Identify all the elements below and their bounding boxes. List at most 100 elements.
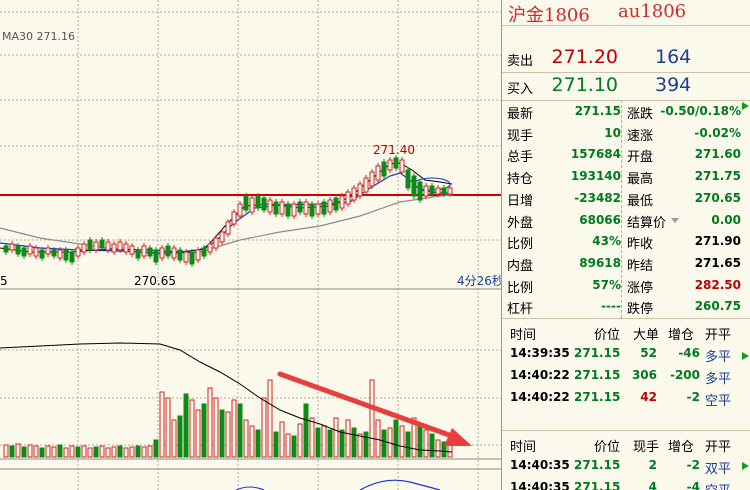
volume-bar	[27, 444, 33, 458]
volume-bar	[369, 379, 375, 458]
stat-value: 271.15	[574, 104, 621, 118]
countdown-label: 4分26秒	[457, 274, 501, 288]
stat-value: ----	[601, 299, 621, 314]
candle-body	[171, 247, 177, 259]
candle-body	[375, 165, 381, 181]
volume-bar	[345, 419, 351, 458]
candle-body	[237, 203, 243, 217]
candle-body	[141, 245, 147, 257]
candle-body	[327, 199, 333, 213]
candle-body	[369, 171, 375, 187]
stat-right-row: 最高 271.75	[627, 166, 745, 188]
stat-label: 持仓	[507, 172, 534, 188]
stat-value: 89618	[579, 255, 621, 270]
candle-body	[231, 211, 237, 225]
stat-value: 57%	[592, 277, 621, 292]
volume-bar	[297, 423, 303, 458]
buy-price: 271.10	[551, 74, 618, 96]
candle-body	[219, 231, 225, 243]
table-row[interactable]: 14:40:22 271.15 42 -2 空平	[502, 386, 750, 409]
table-row[interactable]: 14:40:22 271.15 306 -200 多平	[502, 364, 750, 387]
volume-bar	[105, 447, 111, 458]
instrument-code: au1806	[618, 1, 687, 22]
stat-value: 0.00	[711, 212, 741, 227]
volume-bar	[51, 446, 57, 458]
volume-bar	[249, 425, 255, 458]
candle-body	[45, 247, 51, 255]
candle-body	[387, 159, 393, 171]
scroll-right-icon[interactable]	[741, 350, 750, 362]
volume-bar	[411, 417, 417, 458]
volume-cell: 306	[631, 368, 657, 382]
time-cell: 14:40:35	[510, 480, 570, 490]
candle-body	[279, 201, 285, 215]
stat-value: -0.02%	[694, 125, 741, 140]
open-close-cell: 空平	[705, 394, 732, 409]
stat-left-row: 持仓 193140	[507, 166, 625, 188]
stat-value: 68066	[579, 212, 621, 227]
stat-left-row: 外盘 68066	[507, 210, 625, 231]
volume-bar	[45, 445, 51, 458]
candle-body	[417, 181, 423, 201]
volume-bar	[183, 393, 189, 458]
sell-price: 271.20	[551, 46, 618, 68]
ma-label: MA30 271.16	[2, 30, 75, 43]
volume-bar	[69, 445, 75, 458]
stat-label: 最新	[507, 107, 534, 122]
scroll-up-icon[interactable]	[741, 100, 750, 112]
candle-body	[213, 237, 219, 249]
candle-body	[345, 191, 351, 205]
stat-left-row: 比例 57%	[507, 275, 625, 296]
col-oi: 增仓	[668, 328, 695, 343]
stat-label: 杠杆	[507, 302, 534, 318]
stat-value: 193140	[570, 169, 621, 184]
candle-body	[339, 195, 345, 209]
stat-label: 最高	[627, 172, 654, 188]
table-row[interactable]: 14:40:35 271.15 4 -4 空平	[502, 476, 750, 490]
table-row[interactable]: 14:39:35 271.15 52 -46 多平	[502, 342, 750, 365]
oi-cell: -4	[686, 480, 700, 490]
stat-label: 开盘	[627, 150, 654, 166]
stat-label: 总手	[507, 150, 534, 166]
candle-body	[363, 177, 369, 193]
stat-right-row: 最低 270.65	[627, 188, 745, 209]
candle-body	[201, 247, 207, 257]
candle-body	[399, 159, 405, 173]
stat-label: 现手	[507, 128, 534, 144]
oi-cell: -46	[678, 346, 700, 360]
candle-body	[27, 245, 33, 255]
open-close-cell: 多平	[705, 372, 732, 387]
chevron-down-icon[interactable]	[670, 217, 680, 225]
volume-bar	[267, 379, 273, 458]
stat-right-row: 结算价 0.00	[627, 210, 745, 231]
stat-right-row: 开盘 271.60	[627, 144, 745, 166]
volume-bar	[87, 447, 93, 458]
sell-quote-row[interactable]: 卖出 271.20 164	[502, 44, 750, 73]
stat-label: 比例	[507, 280, 534, 296]
col-volume: 现手	[633, 440, 660, 455]
stat-label: 速涨	[627, 128, 654, 144]
candlesticks	[3, 155, 453, 267]
volume-bar	[159, 391, 165, 458]
volume-bar	[255, 429, 261, 458]
kline-chart[interactable]: MA30 271.16 271.40 270.65 5 4分26秒	[0, 0, 501, 490]
candle-body	[381, 161, 387, 177]
candle-body	[93, 241, 99, 251]
volume-bar	[243, 419, 249, 458]
stat-left-row: 最新 271.15	[507, 101, 625, 122]
candle-body	[105, 241, 111, 251]
ma-black-line	[0, 162, 453, 253]
candle-body	[435, 187, 441, 195]
oi-cell: -2	[686, 458, 700, 472]
candle-body	[423, 185, 429, 197]
table-row[interactable]: 14:40:35 271.15 2 -2 双平	[502, 454, 750, 477]
candle-body	[291, 203, 297, 217]
buy-quote-row[interactable]: 买入 271.10 394	[502, 72, 750, 101]
scroll-right-icon[interactable]	[741, 460, 750, 472]
candle-body	[87, 239, 93, 251]
candle-body	[3, 245, 9, 253]
candle-body	[99, 239, 105, 249]
col-open-close: 开平	[705, 328, 732, 343]
stat-value: -0.50/0.18%	[660, 104, 741, 118]
price-cell: 271.15	[574, 368, 621, 382]
